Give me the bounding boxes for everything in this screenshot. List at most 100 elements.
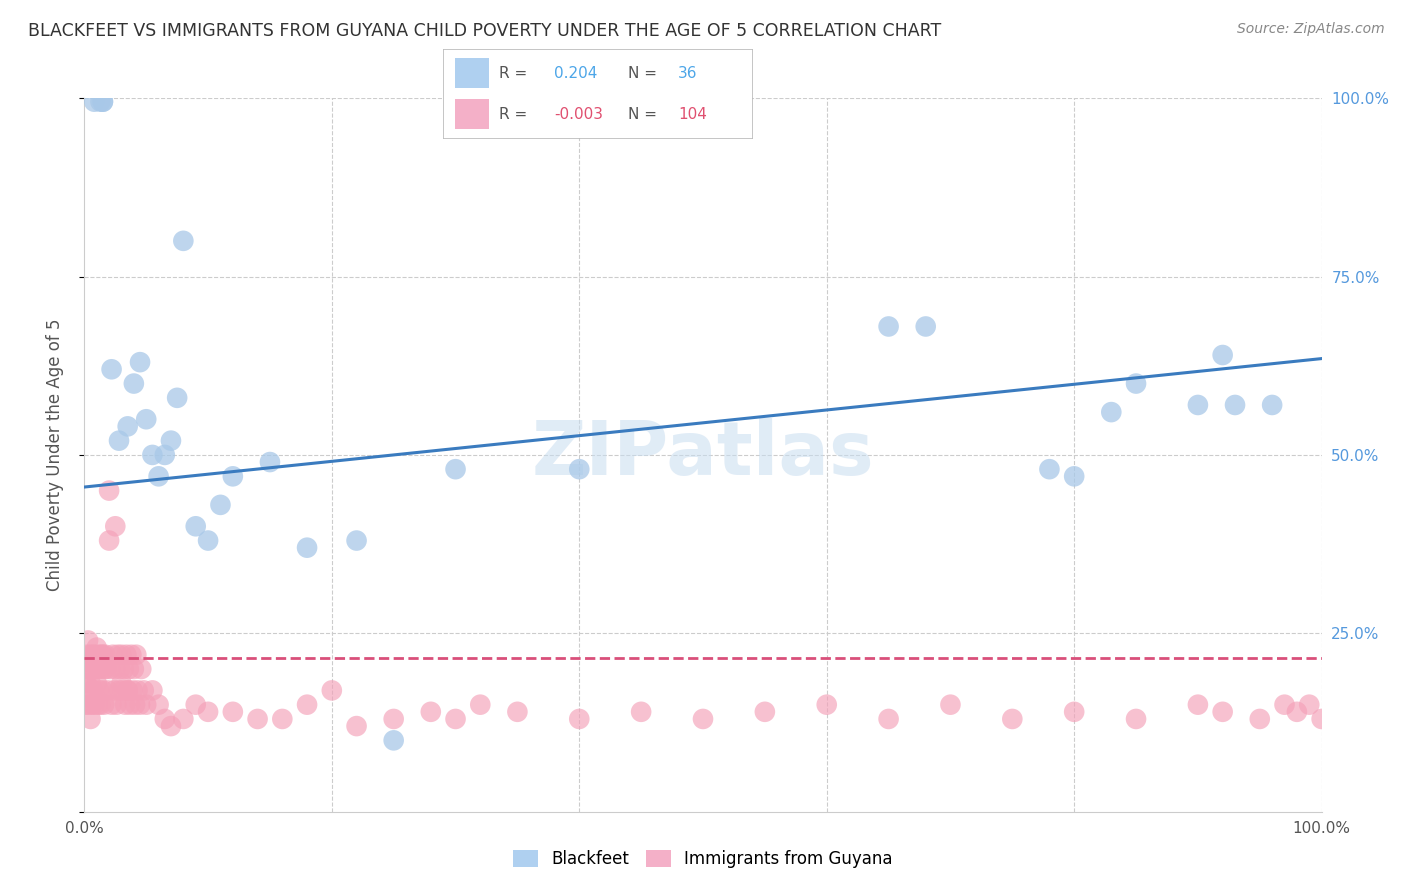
Point xyxy=(1274,698,1296,712)
Point xyxy=(87,698,110,712)
Point xyxy=(93,698,115,712)
Y-axis label: Child Poverty Under the Age of 5: Child Poverty Under the Age of 5 xyxy=(45,318,63,591)
Text: 36: 36 xyxy=(678,66,697,80)
Point xyxy=(1285,705,1308,719)
Point xyxy=(105,698,128,712)
Point xyxy=(382,733,405,747)
Point xyxy=(172,234,194,248)
Point xyxy=(110,648,132,662)
Point xyxy=(90,648,112,662)
Point xyxy=(160,434,183,448)
Point xyxy=(83,698,105,712)
Point xyxy=(89,648,111,662)
Point xyxy=(122,662,145,676)
Point xyxy=(444,712,467,726)
Point xyxy=(271,712,294,726)
Point xyxy=(120,698,142,712)
Point xyxy=(184,698,207,712)
Point xyxy=(94,648,117,662)
Point xyxy=(89,683,111,698)
Point xyxy=(692,712,714,726)
Point xyxy=(568,462,591,476)
Point xyxy=(1063,469,1085,483)
Point xyxy=(125,648,148,662)
Point xyxy=(148,469,170,483)
Point xyxy=(1187,698,1209,712)
Point xyxy=(153,712,176,726)
Point xyxy=(222,705,245,719)
Point xyxy=(222,469,245,483)
Point xyxy=(1063,705,1085,719)
Text: N =: N = xyxy=(628,66,658,80)
Point xyxy=(91,683,114,698)
Point xyxy=(1099,405,1122,419)
Point xyxy=(107,648,129,662)
Point xyxy=(82,648,104,662)
Point xyxy=(295,698,318,712)
Point xyxy=(1125,712,1147,726)
Point xyxy=(184,519,207,533)
Point xyxy=(135,412,157,426)
Point xyxy=(129,662,152,676)
Point xyxy=(259,455,281,469)
Point xyxy=(129,698,152,712)
Point xyxy=(160,719,183,733)
Point xyxy=(76,676,98,690)
Point xyxy=(112,662,135,676)
Point xyxy=(84,648,107,662)
Point xyxy=(75,698,97,712)
Point xyxy=(122,376,145,391)
Point xyxy=(75,655,97,669)
Bar xyxy=(456,99,489,129)
Point xyxy=(101,648,124,662)
Point xyxy=(79,712,101,726)
Text: R =: R = xyxy=(499,66,527,80)
Point xyxy=(172,712,194,726)
Point xyxy=(1310,712,1333,726)
Point xyxy=(98,662,121,676)
Point xyxy=(111,683,134,698)
Point xyxy=(346,719,368,733)
Point xyxy=(117,683,139,698)
Point xyxy=(419,705,441,719)
Point xyxy=(321,683,343,698)
Point xyxy=(346,533,368,548)
Point xyxy=(120,648,142,662)
Point xyxy=(1298,698,1320,712)
Text: 104: 104 xyxy=(678,107,707,121)
Point xyxy=(1249,712,1271,726)
Point xyxy=(77,633,100,648)
Point xyxy=(79,662,101,676)
Point xyxy=(82,683,104,698)
Point xyxy=(84,690,107,705)
Point xyxy=(79,676,101,690)
Point xyxy=(80,662,103,676)
Point xyxy=(87,662,110,676)
Point xyxy=(121,683,143,698)
Point xyxy=(110,662,132,676)
Point xyxy=(115,648,138,662)
Point xyxy=(209,498,232,512)
Point xyxy=(91,95,114,109)
Point xyxy=(100,698,122,712)
Point xyxy=(89,95,111,109)
Point xyxy=(1212,348,1234,362)
Point xyxy=(75,676,97,690)
Point xyxy=(86,640,108,655)
Point xyxy=(153,448,176,462)
Point xyxy=(1001,712,1024,726)
Point xyxy=(77,662,100,676)
Point xyxy=(93,662,115,676)
Point xyxy=(914,319,936,334)
Point xyxy=(104,662,127,676)
Point xyxy=(114,698,136,712)
Point xyxy=(89,662,111,676)
Point xyxy=(295,541,318,555)
Point xyxy=(100,362,122,376)
Point xyxy=(132,683,155,698)
Point xyxy=(108,683,131,698)
Text: -0.003: -0.003 xyxy=(554,107,603,121)
Point xyxy=(1223,398,1246,412)
Point xyxy=(110,676,132,690)
Point xyxy=(148,698,170,712)
